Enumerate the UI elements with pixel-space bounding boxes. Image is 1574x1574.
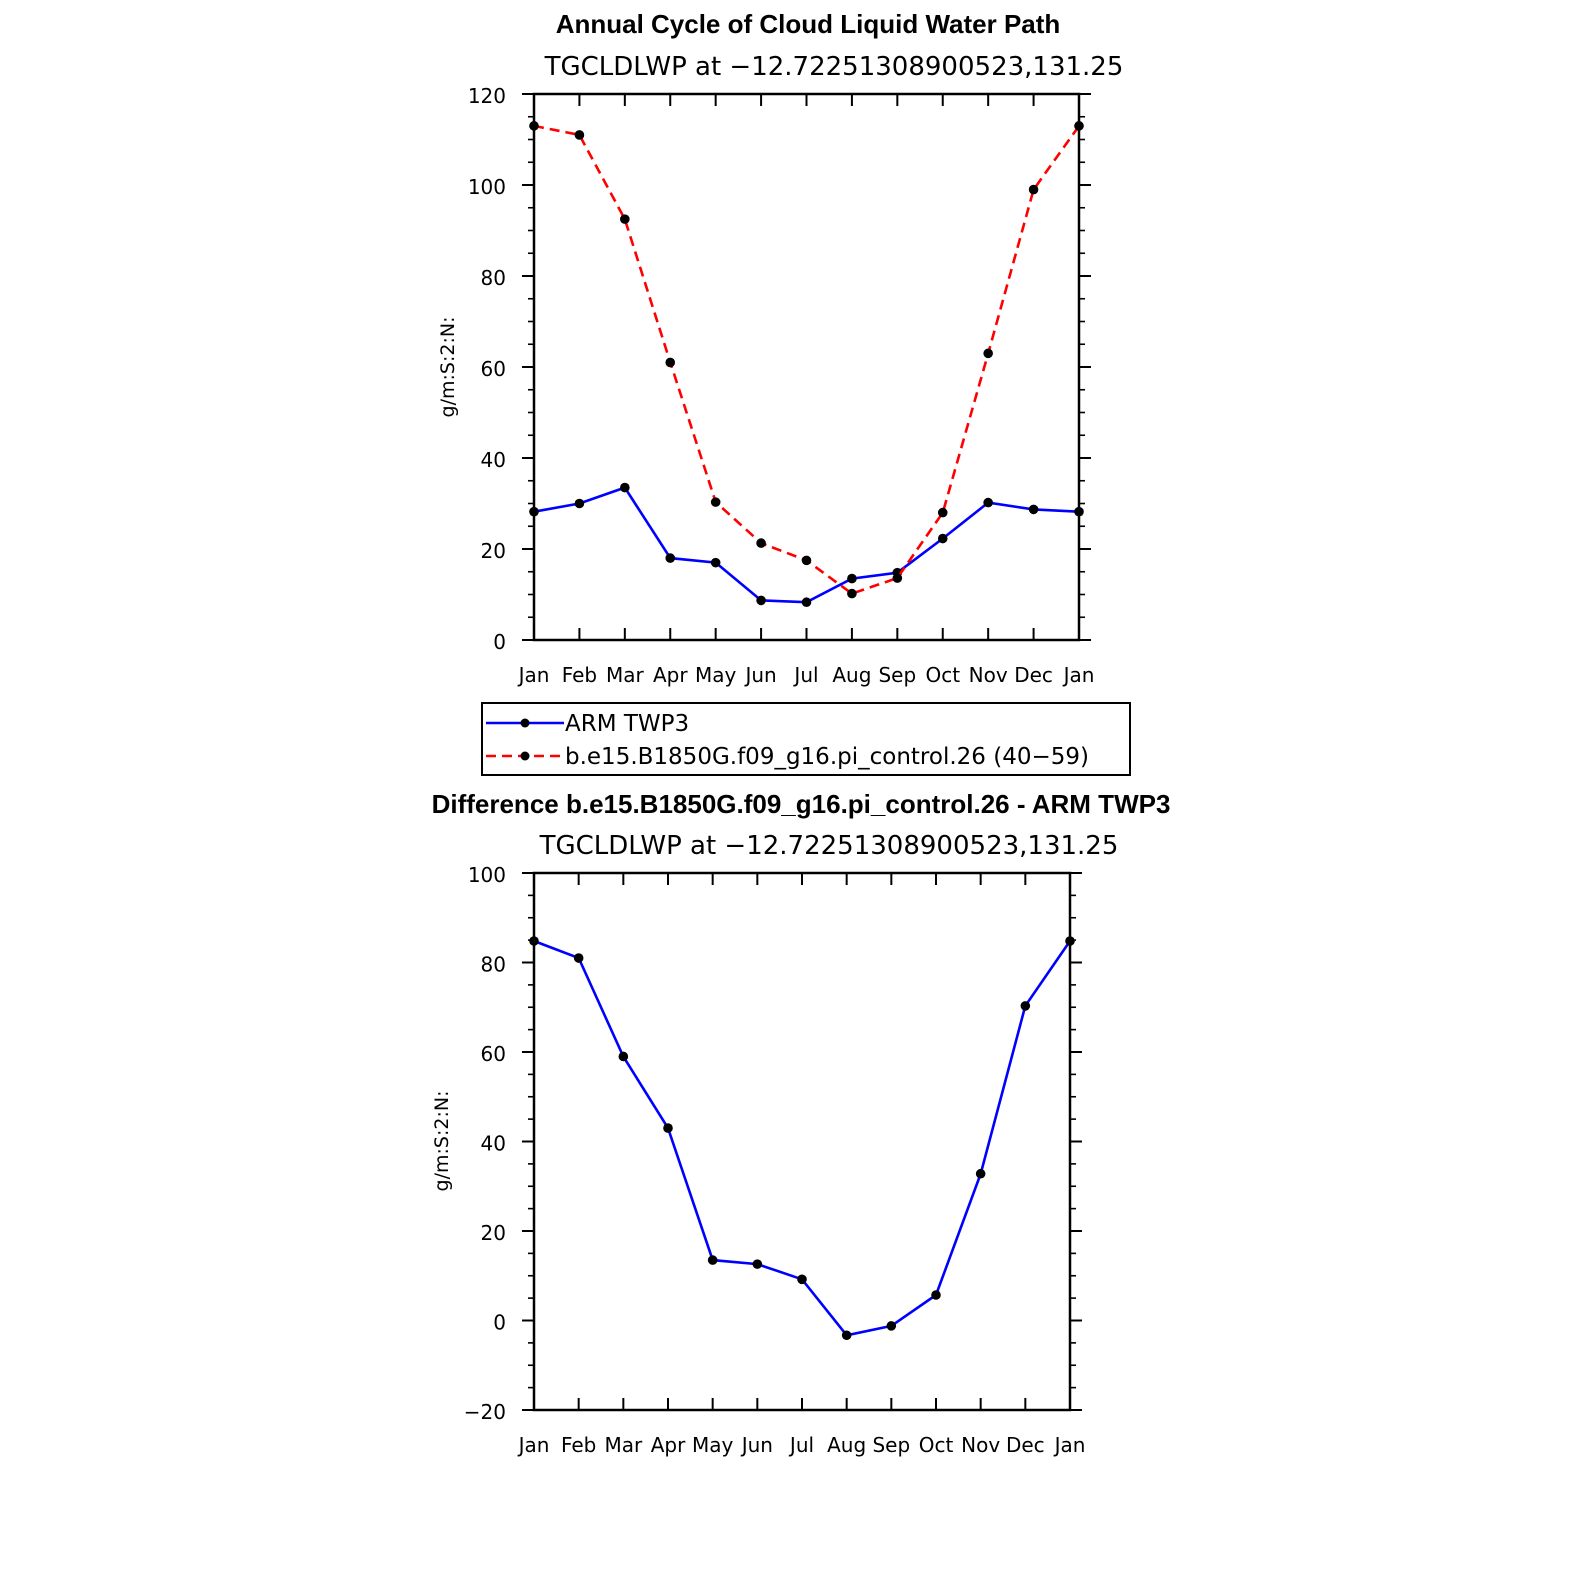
chart1-series-0-point <box>710 557 721 568</box>
chart1-series-0-point <box>983 497 993 508</box>
chart1-y-axis-label: g/m:S:2:N: <box>437 317 459 418</box>
chart1-ticks: Jan Feb Mar Apr May Jun Jul Aug Sep Oct Nov Dec Jan 0… <box>468 84 1095 687</box>
chart2-series-0-point <box>797 1274 807 1285</box>
chart-difference: Difference b.e15.B1850G.f09_g16.pi_contr… <box>431 789 1170 1457</box>
chart2-x-tick-label: Nov <box>961 1433 1000 1457</box>
chart1-series-line-0 <box>533 486 1080 604</box>
chart1-x-tick-label: May <box>695 663 737 687</box>
chart1-x-tick-label: Aug <box>832 663 871 687</box>
chart2-title: Difference b.e15.B1850G.f09_g16.pi_contr… <box>432 789 1171 819</box>
chart2-y-tick-label: 60 <box>481 1042 506 1066</box>
chart1-series-0-point <box>665 553 676 563</box>
chart1-series-1-point <box>574 130 585 140</box>
chart2-ticks: Jan Feb Mar Apr May Jun Jul Aug Sep Oct Nov Dec Jan−… <box>464 863 1086 1457</box>
chart2-y-tick-label: 20 <box>481 1221 506 1245</box>
chart2-x-tick-label: Aug <box>827 1433 866 1457</box>
chart2-y-tick-label: 100 <box>468 863 506 887</box>
chart1-x-tick-label: Feb <box>562 663 597 687</box>
chart1-series-1-point <box>756 538 766 548</box>
chart1-x-tick-label: Dec <box>1014 663 1053 687</box>
chart2-x-tick-label: Mar <box>604 1433 643 1457</box>
chart2-series-0-point <box>573 953 584 963</box>
legend-marker-arm <box>520 718 530 728</box>
chart1-series-1-point <box>710 497 721 507</box>
chart1-y-tick-label: 60 <box>481 357 506 381</box>
chart1-y-tick-label: 120 <box>468 84 506 108</box>
chart1-series-1-point <box>801 555 812 566</box>
chart2-x-tick-label: Jun <box>740 1433 773 1457</box>
chart1-series-1-point <box>937 507 948 518</box>
chart1-x-tick-label: Nov <box>969 663 1008 687</box>
chart1-x-tick-label: Jan <box>517 663 550 687</box>
chart2-x-tick-label: Sep <box>872 1433 910 1457</box>
chart2-series <box>529 936 1075 1341</box>
chart2-y-tick-label: −20 <box>464 1400 506 1424</box>
chart1-series-line-1 <box>533 124 1081 596</box>
chart2-series-0-point <box>886 1321 897 1331</box>
legend-label-arm: ARM TWP3 <box>565 711 689 737</box>
chart2-x-tick-label: Dec <box>1006 1433 1045 1457</box>
legend-box <box>481 702 1131 776</box>
chart2-y-tick-label: 80 <box>481 953 506 977</box>
chart2-series-0-point <box>1020 1001 1031 1011</box>
chart1-subtitle: TGCLDLWP at −12.72251308900523,131.25 <box>544 52 1124 82</box>
chart1-series-0-point <box>847 573 857 584</box>
chart1-y-tick-label: 0 <box>493 630 506 654</box>
chart1-y-tick-label: 40 <box>481 448 506 472</box>
legend-label-model: b.e15.B1850G.f09_g16.pi_control.26 (40−5… <box>565 744 1089 770</box>
chart1-series-1-point <box>665 357 676 368</box>
chart1-x-tick-label: Oct <box>925 663 960 687</box>
chart1-series <box>529 121 1084 608</box>
chart2-x-tick-label: Jul <box>788 1433 814 1457</box>
chart2-x-tick-label: Apr <box>651 1433 686 1457</box>
chart2-series-0-point <box>975 1168 986 1179</box>
chart1-x-tick-label: Jun <box>743 663 776 687</box>
chart2-y-tick-label: 0 <box>493 1311 506 1335</box>
chart1-series-0-point <box>937 533 948 544</box>
chart1-x-tick-label: Jul <box>792 663 818 687</box>
chart1-title: Annual Cycle of Cloud Liquid Water Path <box>556 9 1061 39</box>
chart1-series-1-point <box>892 573 903 583</box>
chart1-y-tick-label: 20 <box>481 539 506 563</box>
chart2-y-axis-label: g/m:S:2:N: <box>431 1091 453 1192</box>
chart1-y-tick-label: 80 <box>481 266 506 290</box>
chart1-x-tick-label: Mar <box>606 663 645 687</box>
chart2-x-tick-label: Oct <box>919 1433 954 1457</box>
chart2-x-tick-label: May <box>692 1433 734 1457</box>
chart1-series-0-point <box>1028 504 1039 515</box>
chart2-plot-frame <box>532 871 1072 1412</box>
chart1-series-1-point <box>983 348 993 359</box>
chart1-series-0-point <box>574 498 585 509</box>
chart1-series-1-point <box>1028 184 1039 195</box>
chart1-series-0-point <box>801 597 812 608</box>
chart1-x-tick-label: Apr <box>653 663 688 687</box>
chart1-series-1-point <box>847 588 857 599</box>
chart2-series-0-point <box>707 1255 718 1265</box>
chart2-series-0-point <box>841 1330 852 1341</box>
chart2-series-0-point <box>931 1290 941 1300</box>
chart1-series-1-point <box>620 214 630 224</box>
chart2-x-tick-label: Jan <box>517 1433 550 1457</box>
chart2-subtitle: TGCLDLWP at −12.72251308900523,131.25 <box>539 831 1119 861</box>
chart2-series-0-point <box>663 1123 673 1133</box>
chart1-plot-frame <box>532 92 1081 642</box>
chart1-legend: ARM TWP3 b.e15.B1850G.f09_g16.pi_control… <box>481 702 1131 776</box>
chart1-y-tick-label: 100 <box>468 175 506 199</box>
chart2-y-tick-label: 40 <box>481 1132 506 1156</box>
chart2-series-0-point <box>752 1259 763 1269</box>
chart2-x-tick-label: Jan <box>1053 1433 1086 1457</box>
chart1-x-tick-label: Jan <box>1062 663 1095 687</box>
legend-marker-model <box>520 751 530 761</box>
chart-annual-cycle: Annual Cycle of Cloud Liquid Water Path … <box>437 9 1123 687</box>
chart1-series-0-point <box>620 482 630 493</box>
chart1-series-0-point <box>756 595 766 606</box>
chart1-x-tick-label: Sep <box>878 663 916 687</box>
chart2-series-0-point <box>618 1051 629 1062</box>
chart2-x-tick-label: Feb <box>561 1433 596 1457</box>
